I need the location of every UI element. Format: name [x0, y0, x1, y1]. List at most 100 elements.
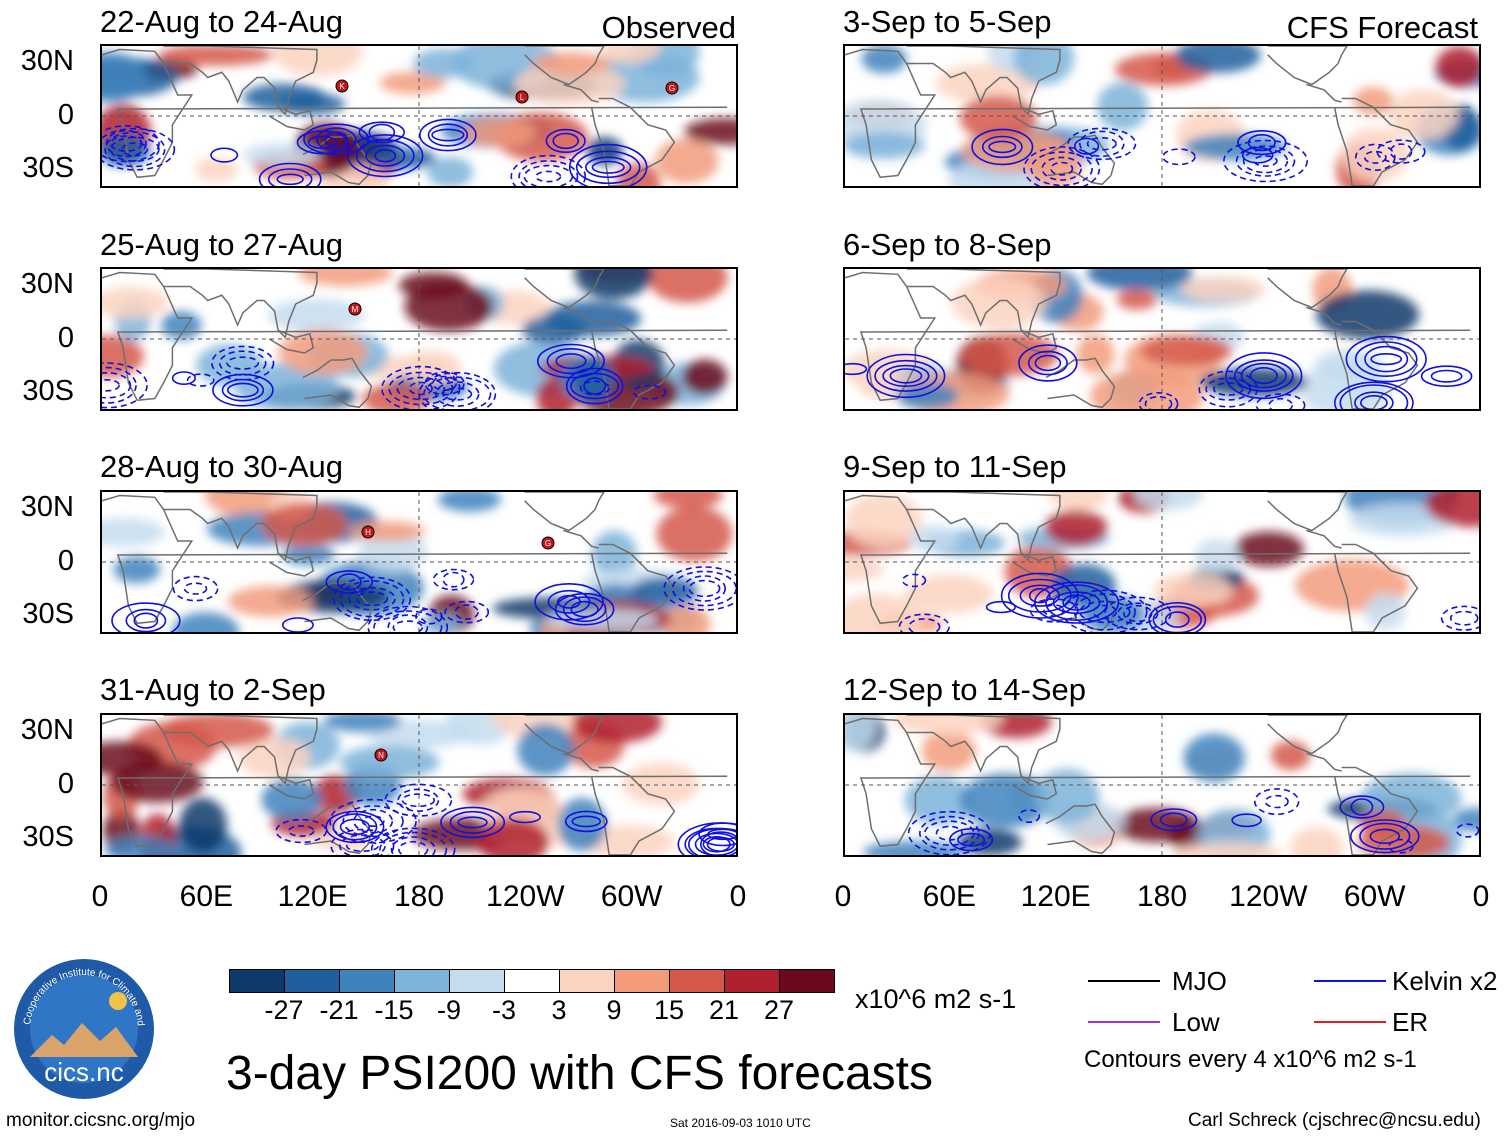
kelvin-contour	[889, 368, 923, 384]
map-canvas: HG	[102, 492, 736, 632]
kelvin-contour	[1078, 130, 1125, 158]
anomaly-shading	[462, 117, 537, 148]
panel-title-2: 25-Aug to 27-Aug	[100, 227, 344, 262]
forecast-label: CFS Forecast	[1286, 10, 1478, 45]
anomaly-shading	[261, 502, 347, 546]
coastline	[524, 269, 605, 309]
kelvin-contour	[339, 834, 386, 855]
kelvin-contour	[694, 832, 736, 855]
kelvin-contour	[901, 573, 927, 588]
kelvin-contour	[332, 813, 378, 841]
xtick-label: 0	[91, 880, 109, 913]
kelvin-contour	[907, 810, 991, 855]
anomaly-shading	[339, 745, 440, 780]
storm-marker-label: H	[365, 528, 371, 537]
kelvin-contour	[1222, 139, 1308, 183]
anomaly-shading	[656, 506, 733, 562]
kelvin-contour	[353, 808, 394, 834]
footer-timestamp: Sat 2016-09-03 1010 UTC	[670, 1116, 811, 1130]
kelvin-contour	[546, 347, 596, 375]
kelvin-contour	[397, 788, 440, 812]
anomaly-shading	[1033, 768, 1100, 824]
xtick-label: 60W	[1343, 880, 1406, 913]
map-panel-8	[843, 713, 1481, 857]
anomaly-shading	[204, 492, 286, 517]
coastline	[268, 329, 315, 354]
coastline	[845, 271, 1471, 402]
kelvin-contour	[401, 793, 435, 808]
map-panel-6	[843, 267, 1481, 411]
anomaly-shading	[863, 841, 965, 855]
observed-label: Observed	[601, 10, 736, 45]
anomaly-shading	[1171, 842, 1284, 855]
coastline	[845, 48, 1471, 179]
anomaly-shading	[909, 525, 959, 553]
anomaly-shading	[1435, 46, 1479, 88]
kelvin-contour	[210, 147, 239, 163]
kelvin-contour	[423, 376, 492, 409]
coastline	[302, 357, 373, 409]
kelvin-contour	[1007, 578, 1072, 613]
map-canvas: N	[102, 715, 736, 855]
coastline	[524, 492, 605, 532]
kelvin-contour	[1117, 602, 1159, 625]
kelvin-contour	[985, 600, 1016, 614]
coastline	[102, 717, 728, 848]
map-canvas	[845, 269, 1479, 409]
kelvin-contour	[1370, 352, 1403, 366]
storm-marker-label: G	[669, 84, 675, 93]
legend-line-mjo	[1088, 980, 1160, 982]
kelvin-contour	[1364, 345, 1409, 373]
coastline	[268, 106, 315, 131]
legend-line-kelvin	[1314, 980, 1386, 982]
anomaly-shading	[437, 492, 502, 512]
footer-url[interactable]: monitor.cicsnc.org/mjo	[6, 1110, 196, 1131]
anomaly-shading	[655, 138, 719, 184]
coastline	[268, 775, 315, 800]
kelvin-contour	[1334, 381, 1414, 409]
map-panel-5	[843, 44, 1481, 188]
coastline	[563, 529, 599, 549]
anomaly-shading	[272, 46, 363, 77]
legend-label-low: Low	[1172, 1007, 1220, 1037]
anomaly-shading	[404, 282, 493, 332]
colorbar-box	[229, 969, 285, 993]
kelvin-contour	[1449, 610, 1479, 626]
anomaly-shading	[896, 383, 958, 409]
kelvin-contour	[102, 125, 160, 163]
kelvin-contour	[700, 831, 736, 855]
kelvin-contour	[562, 596, 607, 623]
anomaly-shading	[845, 593, 923, 632]
kelvin-contour	[1354, 341, 1418, 378]
kelvin-contour	[1389, 143, 1413, 160]
anomaly-shading	[422, 614, 462, 632]
anomaly-shading	[961, 333, 1059, 377]
anomaly-shading	[647, 269, 728, 303]
kelvin-contour	[1164, 611, 1190, 628]
kelvin-contour	[1253, 155, 1278, 167]
anomaly-shading	[323, 715, 402, 733]
kelvin-contour	[591, 160, 625, 174]
coastline	[102, 271, 728, 402]
kelvin-contour	[554, 592, 615, 626]
xtick-label: 180	[1136, 880, 1188, 913]
anomaly-shading	[102, 518, 165, 547]
anomaly-shading	[1087, 269, 1193, 291]
coastline	[1011, 775, 1058, 800]
anomaly-shading	[517, 723, 575, 776]
kelvin-contour	[276, 173, 304, 186]
anomaly-shading	[1270, 740, 1311, 771]
anomaly-shading	[904, 574, 994, 614]
coastline	[1045, 803, 1116, 855]
anomaly-shading	[102, 286, 169, 319]
coastline	[524, 46, 605, 86]
storm-marker	[361, 525, 375, 539]
kelvin-contour	[882, 364, 930, 387]
kelvin-contour	[449, 810, 496, 834]
kelvin-contour	[172, 575, 219, 602]
kelvin-contour	[226, 382, 259, 398]
kelvin-contour	[702, 836, 731, 853]
anomaly-shading	[1134, 492, 1204, 510]
xtick-label: 60E	[179, 880, 234, 913]
